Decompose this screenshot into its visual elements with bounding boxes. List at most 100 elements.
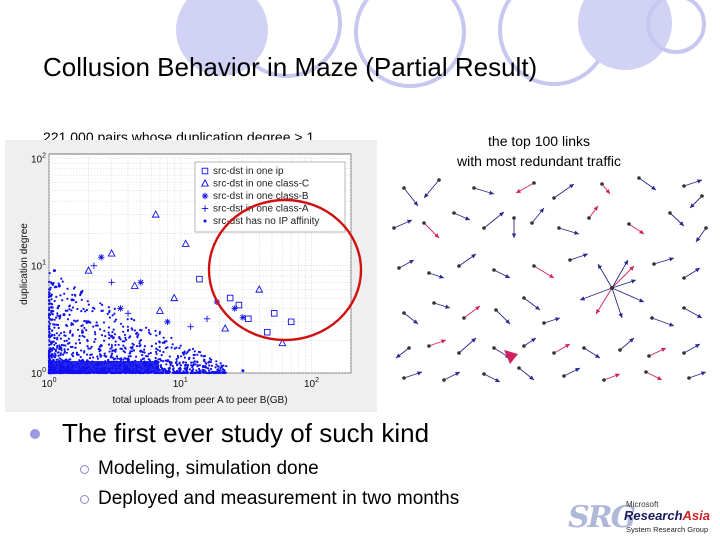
cloud-point	[138, 345, 141, 348]
cloud-point	[71, 306, 74, 309]
link-arrowhead	[631, 279, 636, 284]
decorative-circle	[646, 0, 706, 54]
link-arrowhead	[697, 179, 702, 184]
cloud-point	[162, 360, 165, 363]
node	[492, 346, 496, 350]
node	[512, 216, 516, 220]
link-arrowhead	[535, 305, 540, 310]
cloud-point	[129, 355, 132, 358]
cloud-point	[95, 321, 98, 324]
cloud-point	[81, 289, 84, 293]
tick-exponent: 1	[42, 260, 46, 267]
outlier-highlight-circle	[207, 198, 363, 342]
cloud-point	[116, 357, 119, 360]
tick-base: 10	[31, 154, 43, 165]
node	[637, 176, 641, 180]
cloud-point	[65, 351, 68, 354]
data-point	[245, 315, 252, 323]
data-point	[90, 262, 98, 269]
cloud-point	[55, 323, 58, 326]
node	[427, 271, 431, 275]
link-arrowhead	[598, 264, 603, 269]
cloud-point	[167, 371, 171, 375]
cloud-point	[74, 294, 77, 297]
cloud-point	[164, 371, 168, 374]
cloud-point	[63, 348, 66, 351]
cloud-point	[47, 280, 51, 283]
cloud-point	[186, 367, 189, 370]
node	[600, 182, 604, 186]
cloud-point	[70, 322, 73, 325]
link-arrowhead	[679, 221, 684, 226]
cloud-point	[52, 346, 55, 350]
cloud-point	[181, 351, 184, 354]
cloud-point	[77, 353, 80, 356]
node	[557, 226, 561, 230]
cloud-point	[80, 310, 83, 313]
link-arrowhead	[696, 237, 701, 242]
cloud-point	[67, 337, 70, 340]
cloud-point	[112, 328, 115, 331]
logo-asia-word: Asia	[682, 508, 711, 523]
cloud-point	[85, 353, 89, 356]
link-arrowhead	[465, 216, 470, 221]
cloud-point	[176, 363, 179, 366]
cloud-point	[108, 337, 111, 340]
data-point	[139, 349, 143, 353]
node	[618, 348, 622, 352]
link-arrowhead	[471, 254, 476, 259]
research-group-logo: SRG Microsoft ResearchAsia System Resear…	[568, 498, 718, 538]
cloud-point	[51, 354, 54, 357]
cloud-point	[169, 360, 172, 364]
cloud-point	[158, 330, 161, 334]
cloud-point	[196, 364, 199, 367]
cloud-point	[90, 345, 93, 348]
cloud-point	[83, 326, 86, 330]
cloud-point	[66, 287, 69, 290]
cloud-point	[195, 369, 198, 372]
link-arrowhead	[539, 208, 544, 213]
cloud-point	[76, 328, 80, 331]
network-caption: the top 100 links with most redundant tr…	[430, 131, 648, 171]
cloud-point	[51, 306, 54, 309]
cloud-point	[127, 355, 130, 358]
cloud-point	[192, 361, 195, 364]
cloud-point	[200, 354, 203, 357]
link-arrowhead	[499, 212, 504, 217]
logo-group-text: System Research Group	[626, 525, 709, 534]
cloud-point	[156, 348, 159, 351]
cloud-point	[78, 338, 81, 341]
cloud-point	[103, 354, 106, 357]
cloud-point	[66, 309, 69, 312]
data-point	[181, 239, 190, 247]
cloud-point	[69, 358, 72, 361]
cloud-point	[55, 316, 58, 319]
node	[610, 286, 614, 290]
cloud-point	[103, 339, 106, 342]
cloud-point	[192, 357, 195, 360]
cloud-point	[186, 365, 189, 368]
cloud-point	[164, 347, 167, 350]
cloud-point	[219, 362, 222, 365]
data-point	[155, 306, 164, 314]
cloud-point	[52, 310, 55, 313]
cloud-point	[138, 340, 141, 343]
cloud-point	[50, 298, 53, 301]
link	[611, 259, 629, 289]
cloud-point	[95, 324, 98, 327]
cloud-point	[54, 350, 57, 353]
cloud-point	[210, 364, 213, 367]
cloud-point	[147, 329, 150, 332]
cloud-point	[94, 333, 97, 336]
link-arrowhead	[434, 233, 439, 238]
cloud-point	[188, 348, 191, 351]
cloud-point	[180, 355, 183, 358]
cloud-point	[90, 353, 93, 356]
legend-label: src-dst has no IP affinity	[213, 216, 319, 227]
cloud-point	[188, 356, 191, 359]
legend-box	[194, 161, 346, 233]
cloud-point	[135, 345, 139, 348]
cloud-point	[108, 333, 111, 336]
link-arrowhead	[583, 253, 588, 258]
node	[397, 266, 401, 270]
